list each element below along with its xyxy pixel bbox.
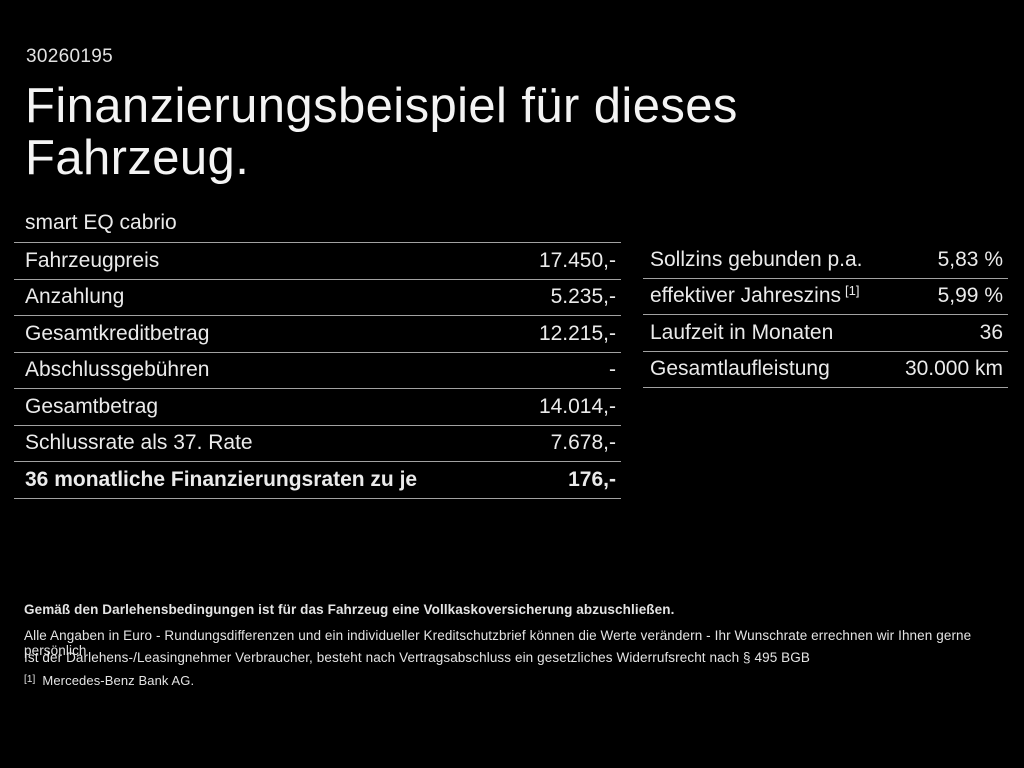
table-row: Fahrzeugpreis 17.450,- bbox=[14, 243, 621, 280]
row-label: 36 monatliche Finanzierungsraten zu je bbox=[25, 467, 418, 491]
row-value: 176,- bbox=[568, 467, 616, 491]
page-title-line2: Fahrzeug. bbox=[25, 131, 250, 185]
row-label: Gesamtlaufleistung bbox=[650, 357, 830, 381]
row-label: Schlussrate als 37. Rate bbox=[25, 431, 253, 455]
table-row: Abschlussgebühren - bbox=[14, 353, 621, 389]
table-row: Gesamtbetrag 14.014,- bbox=[14, 389, 621, 426]
row-value: 36 bbox=[979, 320, 1003, 344]
values-note: Alle Angaben in Euro - Rundungsdifferenz… bbox=[24, 628, 972, 658]
row-value: 14.014,- bbox=[538, 394, 616, 418]
row-label: Fahrzeugpreis bbox=[25, 248, 160, 272]
row-value: 17.450,- bbox=[538, 248, 616, 272]
table-row: Gesamtlaufleistung 30.000 km bbox=[643, 352, 1008, 388]
row-value: 5,83 % bbox=[937, 247, 1003, 271]
page-title: Finanzierungsbeispiel für dieses Fahrzeu… bbox=[25, 80, 745, 184]
bank-footnote-text: Mercedes-Benz Bank AG. bbox=[42, 673, 195, 688]
row-value: 12.215,- bbox=[538, 321, 616, 345]
table-row: effektiver Jahreszins [1] 5,99 % bbox=[643, 279, 1008, 315]
row-label: Sollzins gebunden p.a. bbox=[650, 247, 863, 271]
row-label-text: effektiver Jahreszins bbox=[650, 284, 842, 308]
table-row: Laufzeit in Monaten 36 bbox=[643, 315, 1008, 352]
document-id: 30260195 bbox=[26, 46, 113, 67]
table-row: Gesamtkreditbetrag 12.215,- bbox=[14, 316, 621, 353]
table-row: Sollzins gebunden p.a. 5,83 % bbox=[643, 242, 1008, 279]
conditions-table: Sollzins gebunden p.a. 5,83 % effektiver… bbox=[643, 242, 1008, 388]
insurance-note: Gemäß den Darlehensbedingungen ist für d… bbox=[24, 602, 675, 617]
row-value: 7.678,- bbox=[550, 431, 616, 455]
withdrawal-note: Ist der Darlehens-/Leasingnehmer Verbrau… bbox=[24, 650, 810, 665]
financing-table: Fahrzeugpreis 17.450,- Anzahlung 5.235,-… bbox=[14, 242, 621, 499]
table-row: Schlussrate als 37. Rate 7.678,- bbox=[14, 426, 621, 462]
row-value: 5.235,- bbox=[550, 285, 616, 309]
row-label: Laufzeit in Monaten bbox=[650, 320, 834, 344]
row-label: Gesamtkreditbetrag bbox=[25, 321, 210, 345]
row-label: Abschlussgebühren bbox=[25, 358, 210, 382]
row-value: 5,99 % bbox=[937, 284, 1003, 308]
row-value: - bbox=[609, 358, 616, 382]
row-value: 30.000 km bbox=[904, 357, 1003, 381]
footnote-marker: [1] bbox=[845, 283, 860, 299]
row-label: Gesamtbetrag bbox=[25, 394, 159, 418]
bank-footnote: [1] Mercedes-Benz Bank AG. bbox=[24, 673, 1004, 688]
row-label: Anzahlung bbox=[25, 285, 125, 309]
table-row-monthly-rate: 36 monatliche Finanzierungsraten zu je 1… bbox=[14, 462, 621, 499]
table-row: Anzahlung 5.235,- bbox=[14, 280, 621, 316]
page-title-line1: Finanzierungsbeispiel für dieses bbox=[25, 79, 738, 133]
row-label: effektiver Jahreszins [1] bbox=[650, 283, 860, 308]
vehicle-model: smart EQ cabrio bbox=[25, 211, 177, 234]
footnote-marker: [1] bbox=[24, 674, 36, 685]
